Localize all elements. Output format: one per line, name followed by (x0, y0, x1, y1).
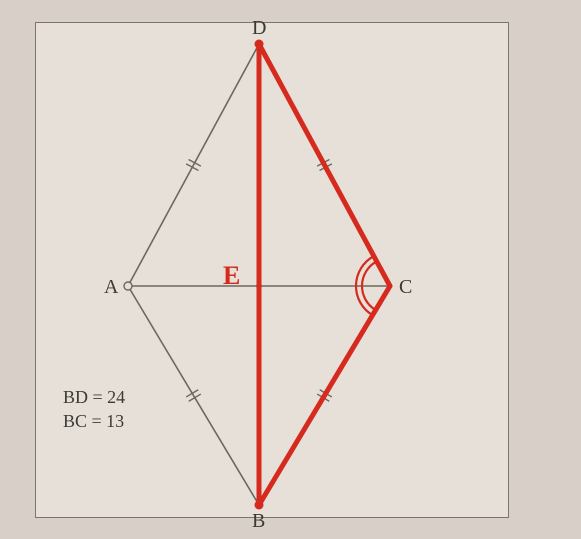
label-b: B (252, 510, 265, 533)
rhombus-svg (0, 0, 581, 539)
given-line-2: BC = 13 (63, 409, 125, 433)
stage: A B C D E BD = 24 BC = 13 (0, 0, 581, 539)
given-line-1: BD = 24 (63, 385, 125, 409)
label-d: D (252, 17, 266, 40)
given-text: BD = 24 BC = 13 (63, 385, 125, 434)
label-c: C (399, 276, 412, 299)
label-e: E (223, 261, 240, 291)
label-a: A (104, 276, 118, 299)
